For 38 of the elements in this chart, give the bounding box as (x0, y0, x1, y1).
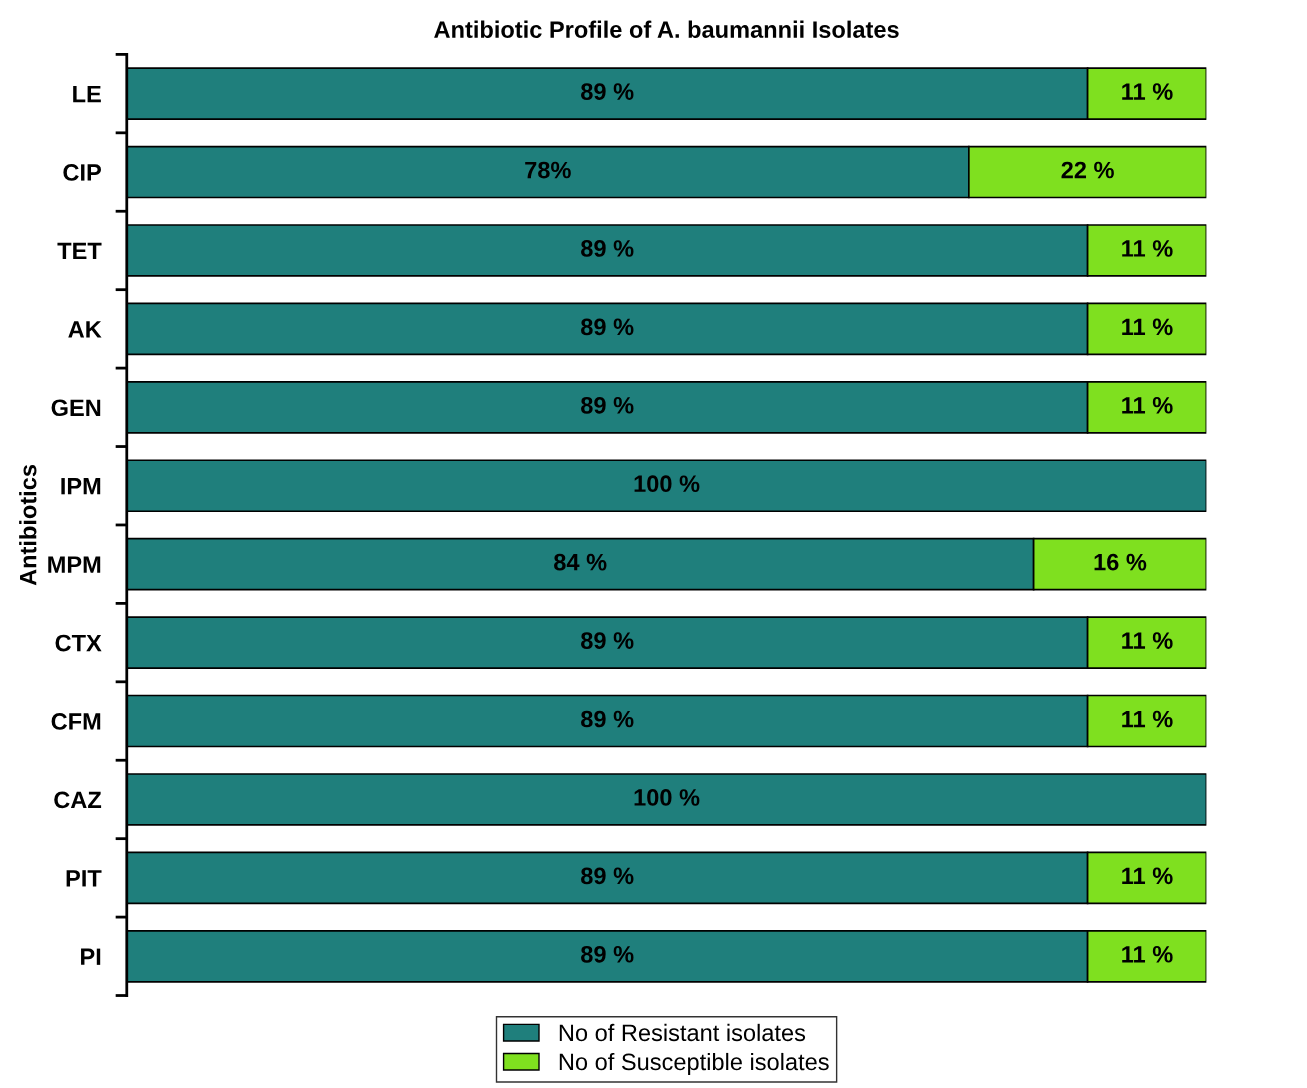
data-label: 89 % (581, 945, 634, 963)
chart-title: Antibiotic Profile of A. baumannii Isolates (434, 20, 899, 38)
data-label: 22 % (1061, 161, 1114, 179)
data-label: 89 % (581, 83, 634, 100)
y-tick-label: PI (81, 948, 101, 965)
data-label: 11 % (1122, 397, 1173, 414)
y-tick-label: CTX (55, 634, 102, 652)
y-tick-label: LE (73, 85, 101, 103)
data-label: 100 % (634, 789, 700, 806)
y-tick-label: PIT (66, 870, 102, 887)
data-label: 100 % (634, 475, 700, 493)
data-label: 16 % (1094, 553, 1147, 571)
y-tick-label: CAZ (54, 791, 102, 809)
y-tick-label: GEN (51, 399, 101, 417)
data-label: 11 % (1122, 240, 1173, 257)
data-label: 89 % (581, 318, 634, 336)
data-label: 11 % (1122, 710, 1173, 728)
y-tick-label: TET (57, 242, 102, 260)
y-tick-label: CIP (63, 164, 101, 181)
data-label: 84 % (554, 553, 607, 571)
data-label: 11 % (1122, 945, 1173, 963)
data-label: 89 % (581, 396, 634, 414)
data-label: 89 % (581, 240, 634, 257)
y-tick-label: IPM (61, 478, 101, 495)
data-label: 89 % (581, 710, 634, 728)
y-tick-label: MPM (48, 556, 101, 573)
data-label: 89 % (581, 867, 634, 885)
legend-label: No of Susceptible isolates (559, 1052, 829, 1075)
data-label: 11 % (1122, 867, 1173, 885)
y-tick-label: CFM (51, 713, 101, 730)
data-label: 89 % (581, 632, 634, 649)
y-axis-title: Antibiotics (19, 464, 37, 586)
data-label: 11 % (1122, 632, 1173, 649)
data-label: 78% (525, 161, 571, 179)
legend-label: No of Resistant isolates (559, 1023, 806, 1042)
data-label: 11 % (1122, 83, 1173, 100)
y-tick-label: AK (68, 321, 102, 338)
data-label: 11 % (1122, 318, 1173, 336)
